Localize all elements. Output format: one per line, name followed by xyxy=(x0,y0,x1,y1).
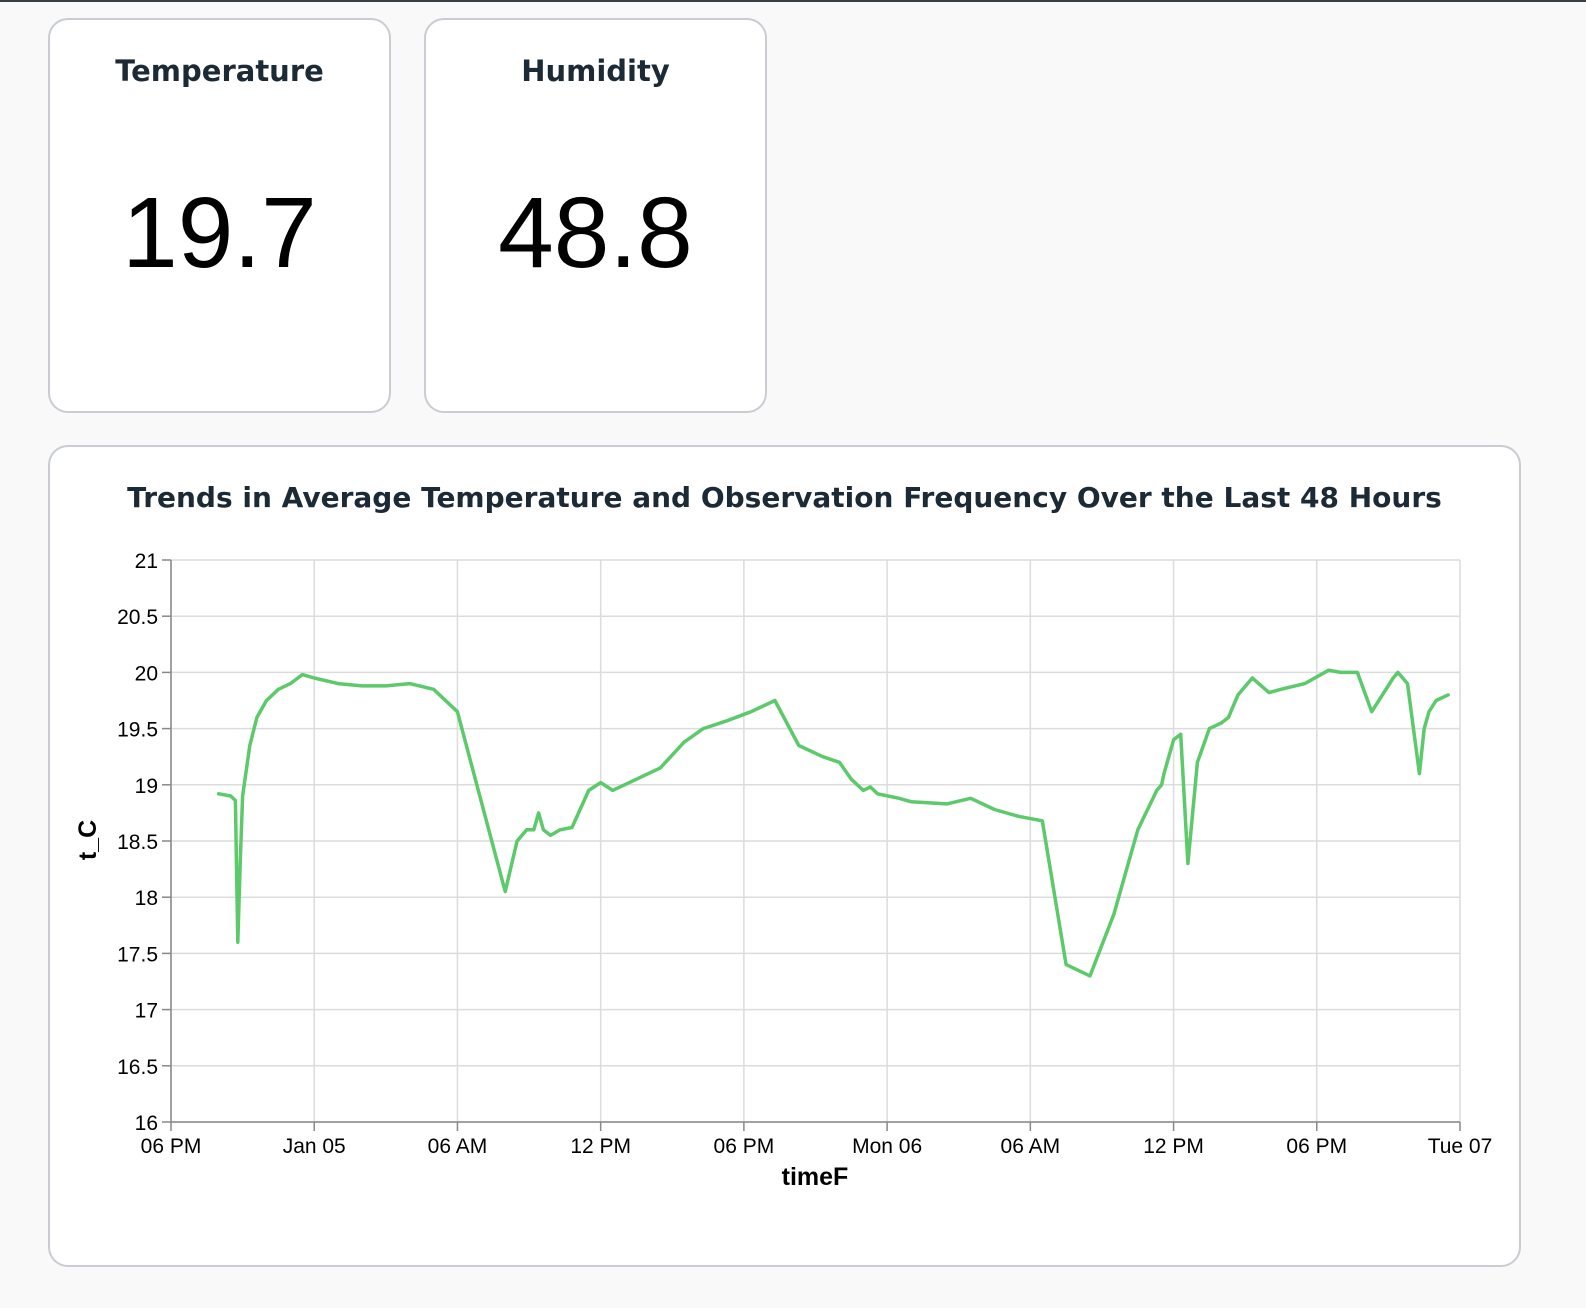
y-tick-label: 20.5 xyxy=(117,606,158,629)
top-border xyxy=(0,0,1586,2)
x-tick-label: 12 PM xyxy=(1143,1135,1204,1158)
chart-title: Trends in Average Temperature and Observ… xyxy=(127,481,1442,514)
y-tick-label: 19 xyxy=(135,775,158,798)
temperature-card: Temperature 19.7 xyxy=(48,18,391,413)
x-tick-label: 12 PM xyxy=(570,1135,631,1158)
y-axis-title: t_C xyxy=(74,820,102,860)
x-tick-label: 06 PM xyxy=(141,1135,202,1158)
y-tick-label: 16 xyxy=(135,1112,158,1135)
y-tick-label: 19.5 xyxy=(117,719,158,742)
humidity-card: Humidity 48.8 xyxy=(424,18,767,413)
x-tick-label: Mon 06 xyxy=(852,1135,922,1158)
y-tick-label: 21 xyxy=(135,550,158,573)
humidity-title: Humidity xyxy=(521,54,670,88)
x-tick-label: 06 PM xyxy=(1286,1135,1347,1158)
chart-card: Trends in Average Temperature and Observ… xyxy=(48,445,1521,1267)
grid-lines xyxy=(170,559,1461,1123)
x-tick-label: Tue 07 xyxy=(1428,1135,1493,1158)
temperature-value: 19.7 xyxy=(122,177,317,289)
y-tick-label: 17 xyxy=(135,1000,158,1023)
x-axis-title: timeF xyxy=(782,1163,849,1191)
y-tick-label: 18 xyxy=(135,887,158,910)
x-tick-label: 06 AM xyxy=(1001,1135,1061,1158)
temperature-title: Temperature xyxy=(115,54,324,88)
x-tick-label: 06 AM xyxy=(428,1135,488,1158)
y-tick-label: 16.5 xyxy=(117,1056,158,1079)
y-tick-label: 18.5 xyxy=(117,831,158,854)
y-tick-label: 17.5 xyxy=(117,943,158,966)
series-layer xyxy=(216,668,1450,978)
x-tick-label: 06 PM xyxy=(714,1135,775,1158)
temperature-series-line xyxy=(216,668,1450,978)
x-tick-label: Jan 05 xyxy=(283,1135,346,1158)
humidity-value: 48.8 xyxy=(498,177,693,289)
y-tick-label: 20 xyxy=(135,662,158,685)
